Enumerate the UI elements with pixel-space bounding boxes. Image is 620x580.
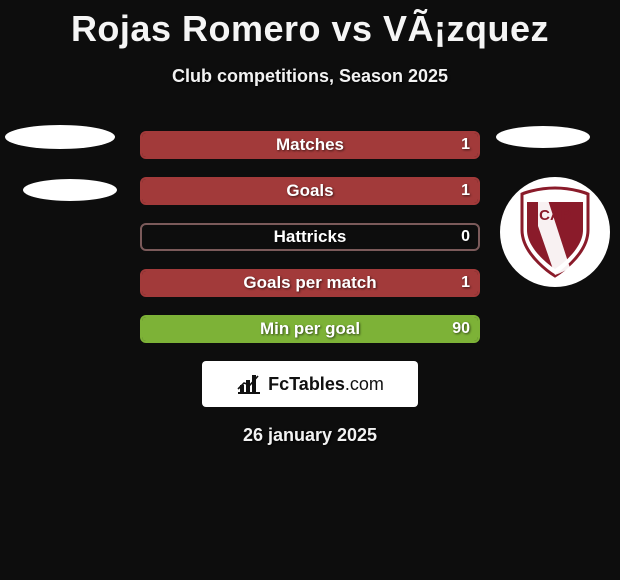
player-right-club-crest: CAP <box>500 177 610 287</box>
page-title: Rojas Romero vs VÃ¡zquez <box>0 0 620 50</box>
stat-row: Goals 1 <box>140 177 480 205</box>
stat-row: Goals per match 1 <box>140 269 480 297</box>
stat-row-label: Hattricks <box>274 227 347 247</box>
comparison-card: { "header": { "title": "Rojas Romero vs … <box>0 0 620 580</box>
player-right-avatar-placeholder <box>496 126 590 148</box>
page-subtitle: Club competitions, Season 2025 <box>0 66 620 87</box>
badge-text: FcTables.com <box>268 374 384 395</box>
footer-date: 26 january 2025 <box>0 425 620 446</box>
bar-chart-icon <box>236 373 262 395</box>
stat-row-value-right: 90 <box>452 320 470 338</box>
crest-text: CAP <box>539 207 571 224</box>
stat-row-value-right: 0 <box>461 228 470 246</box>
stat-row: Hattricks 0 <box>140 223 480 251</box>
stat-row-value-right: 1 <box>461 182 470 200</box>
player-left-avatar-placeholder <box>5 125 115 149</box>
stat-row-label: Goals per match <box>243 273 376 293</box>
stat-row: Matches 1 <box>140 131 480 159</box>
stat-row: Min per goal 90 <box>140 315 480 343</box>
badge-site-tld: .com <box>345 374 384 394</box>
badge-site-name: FcTables <box>268 374 345 394</box>
player-left-club-placeholder <box>23 179 117 201</box>
stat-row-label: Min per goal <box>260 319 360 339</box>
stat-row-value-right: 1 <box>461 274 470 292</box>
stat-row-label: Matches <box>276 135 344 155</box>
stat-row-label: Goals <box>286 181 333 201</box>
source-badge[interactable]: FcTables.com <box>202 361 418 407</box>
stat-row-value-right: 1 <box>461 136 470 154</box>
shield-icon: CAP <box>516 186 594 278</box>
